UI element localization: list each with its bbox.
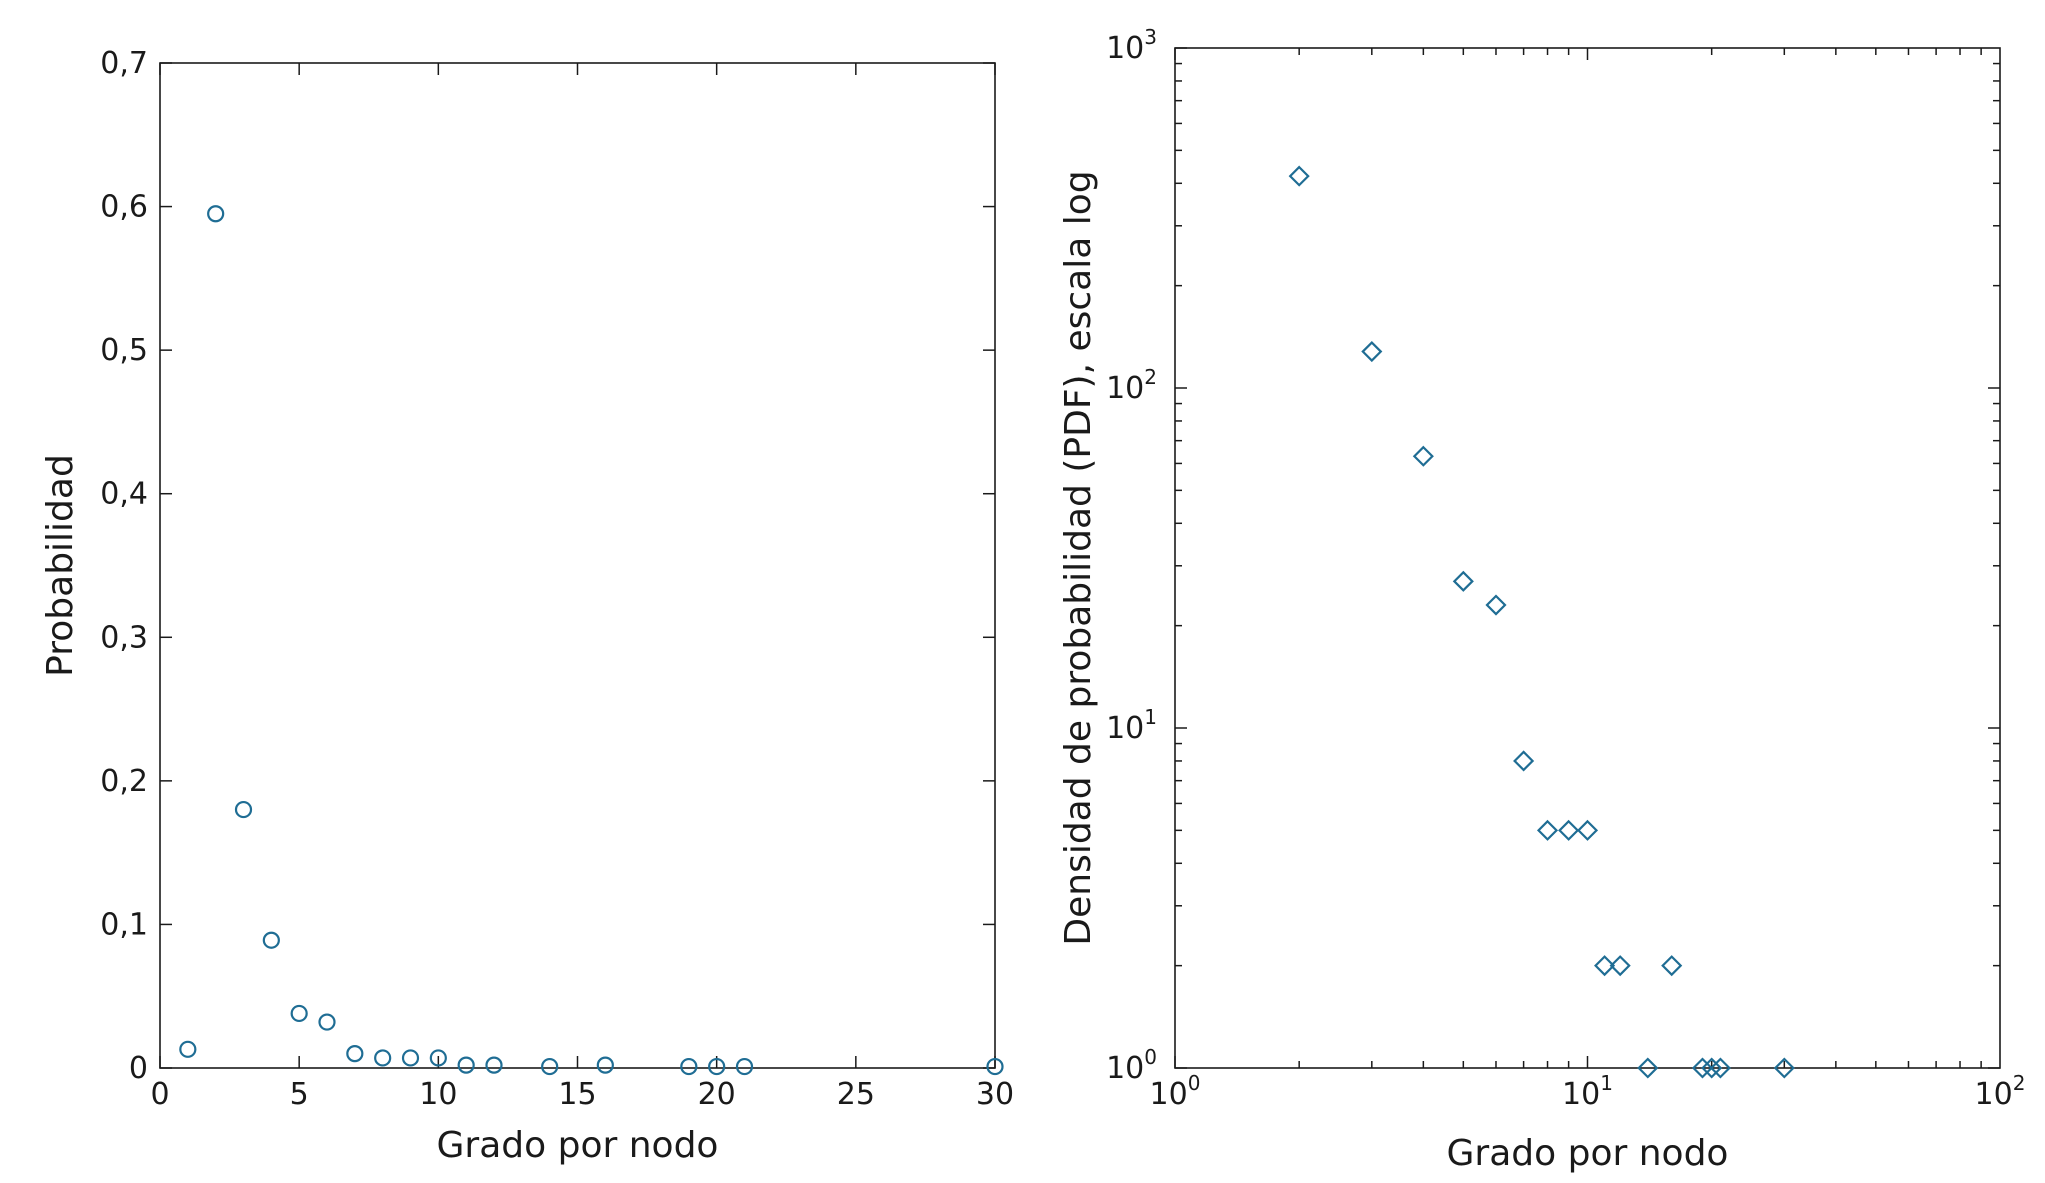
right-y-tick-label: 101 bbox=[1106, 705, 1157, 746]
data-point-diamond bbox=[1576, 819, 1599, 841]
data-point-diamond bbox=[1558, 819, 1580, 841]
right-y-tick-label: 103 bbox=[1106, 25, 1157, 66]
data-point-circle bbox=[318, 1013, 336, 1031]
left-y-tick-label: 0,4 bbox=[100, 477, 148, 512]
left-x-tick-label: 20 bbox=[698, 1077, 736, 1112]
left-y-tick-label: 0,5 bbox=[100, 333, 148, 368]
left-y-tick-label: 0 bbox=[129, 1051, 148, 1086]
right-x-axis-label: Grado por nodo bbox=[1447, 1133, 1729, 1174]
data-point-diamond bbox=[1637, 1057, 1659, 1079]
data-point-diamond bbox=[1536, 819, 1559, 841]
data-point-diamond bbox=[1773, 1057, 1795, 1079]
data-point-diamond bbox=[1709, 1057, 1731, 1079]
right-x-tick-label: 101 bbox=[1562, 1071, 1613, 1112]
right-y-tick-label: 100 bbox=[1106, 1045, 1157, 1086]
tick-base: 10 bbox=[1106, 31, 1144, 66]
left-x-tick-label: 30 bbox=[976, 1077, 1014, 1112]
data-point-diamond bbox=[1691, 1057, 1714, 1079]
data-point-circle bbox=[234, 800, 253, 819]
left-x-tick-label: 0 bbox=[150, 1077, 169, 1112]
data-point-circle bbox=[179, 1040, 197, 1058]
left-x-tick-label: 25 bbox=[837, 1077, 875, 1112]
tick-exponent: 1 bbox=[1600, 1071, 1613, 1095]
left-y-tick-label: 0,1 bbox=[100, 907, 148, 942]
tick-exponent: 2 bbox=[1144, 365, 1157, 389]
data-point-diamond bbox=[1452, 570, 1474, 592]
right-y-axis-label: Densidad de probabilidad (PDF), escala l… bbox=[1058, 170, 1099, 945]
left-x-tick-label: 5 bbox=[290, 1077, 309, 1112]
data-point-circle bbox=[401, 1049, 420, 1067]
data-point-diamond bbox=[1661, 955, 1683, 977]
left-panel: 0 5 10 15 20 25 30 0 0,1 0,2 0,3 0,4 0,5 0,6 0,7 Grado … bbox=[40, 46, 1014, 1166]
data-point-diamond bbox=[1485, 594, 1507, 616]
data-point-circle bbox=[207, 205, 225, 223]
data-point-circle bbox=[541, 1057, 559, 1076]
data-point-circle bbox=[457, 1056, 475, 1074]
data-point-diamond bbox=[1513, 750, 1535, 772]
left-y-tick-label: 0,2 bbox=[100, 764, 148, 799]
data-point-circle bbox=[346, 1045, 364, 1063]
right-y-tick-label: 102 bbox=[1106, 365, 1157, 406]
right-x-tick-label: 102 bbox=[1975, 1071, 2026, 1112]
tick-base: 10 bbox=[1150, 1077, 1188, 1112]
right-plot-frame bbox=[1174, 47, 2001, 1069]
data-point-circle bbox=[596, 1056, 614, 1074]
data-point-circle bbox=[680, 1057, 698, 1076]
left-x-tick-label: 10 bbox=[419, 1077, 457, 1112]
tick-exponent: 1 bbox=[1144, 705, 1157, 729]
data-point-circle bbox=[986, 1057, 1004, 1076]
tick-base: 10 bbox=[1106, 711, 1144, 746]
left-y-tick-label: 0,6 bbox=[100, 190, 148, 225]
data-point-circle bbox=[708, 1057, 726, 1076]
data-point-circle bbox=[735, 1057, 754, 1076]
tick-exponent: 0 bbox=[1144, 1045, 1157, 1069]
data-point-circle bbox=[374, 1049, 392, 1067]
right-x-tick-label: 100 bbox=[1150, 1071, 1201, 1112]
data-point-circle bbox=[485, 1056, 503, 1074]
data-point-circle bbox=[429, 1049, 447, 1067]
left-y-tick-label: 0,3 bbox=[100, 620, 148, 655]
tick-exponent: 0 bbox=[1188, 1071, 1201, 1095]
tick-base: 10 bbox=[1106, 1051, 1144, 1086]
data-point-diamond bbox=[1361, 340, 1383, 363]
data-point-circle bbox=[290, 1004, 308, 1023]
left-plot-frame bbox=[159, 62, 996, 1069]
tick-exponent: 3 bbox=[1144, 25, 1157, 49]
left-x-axis-label: Grado por nodo bbox=[437, 1125, 719, 1166]
tick-base: 10 bbox=[1106, 371, 1144, 406]
data-point-diamond bbox=[1609, 955, 1631, 977]
data-point-circle bbox=[262, 931, 280, 949]
tick-base: 10 bbox=[1975, 1077, 2013, 1112]
left-x-tick-label: 15 bbox=[558, 1077, 596, 1112]
data-point-diamond bbox=[1701, 1057, 1723, 1079]
left-y-tick-label: 0,7 bbox=[100, 46, 148, 81]
tick-exponent: 2 bbox=[2013, 1071, 2026, 1095]
left-y-axis-label: Probabilidad bbox=[40, 454, 81, 677]
data-point-diamond bbox=[1412, 445, 1434, 467]
data-point-diamond bbox=[1594, 955, 1616, 977]
data-point-diamond bbox=[1288, 165, 1310, 187]
tick-base: 10 bbox=[1562, 1077, 1600, 1112]
